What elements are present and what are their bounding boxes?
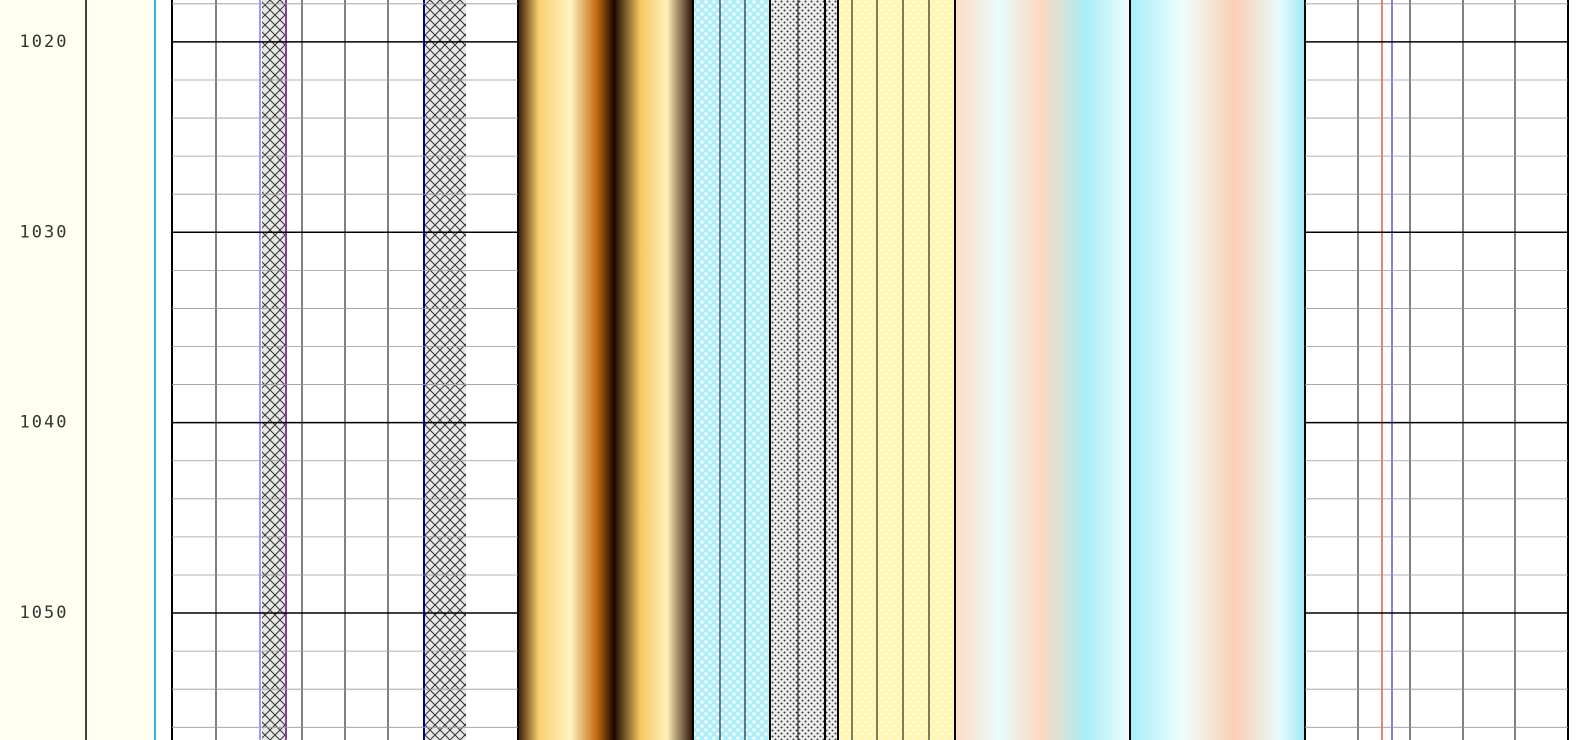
depth-label: 1030 — [20, 222, 69, 242]
depth-label: 1040 — [20, 413, 69, 433]
depth-labels: 1020 1030 1040 1050 — [20, 32, 69, 623]
depth-label: 1020 — [20, 32, 69, 52]
grid — [172, 3, 1568, 728]
depth-label: 1050 — [20, 603, 69, 623]
